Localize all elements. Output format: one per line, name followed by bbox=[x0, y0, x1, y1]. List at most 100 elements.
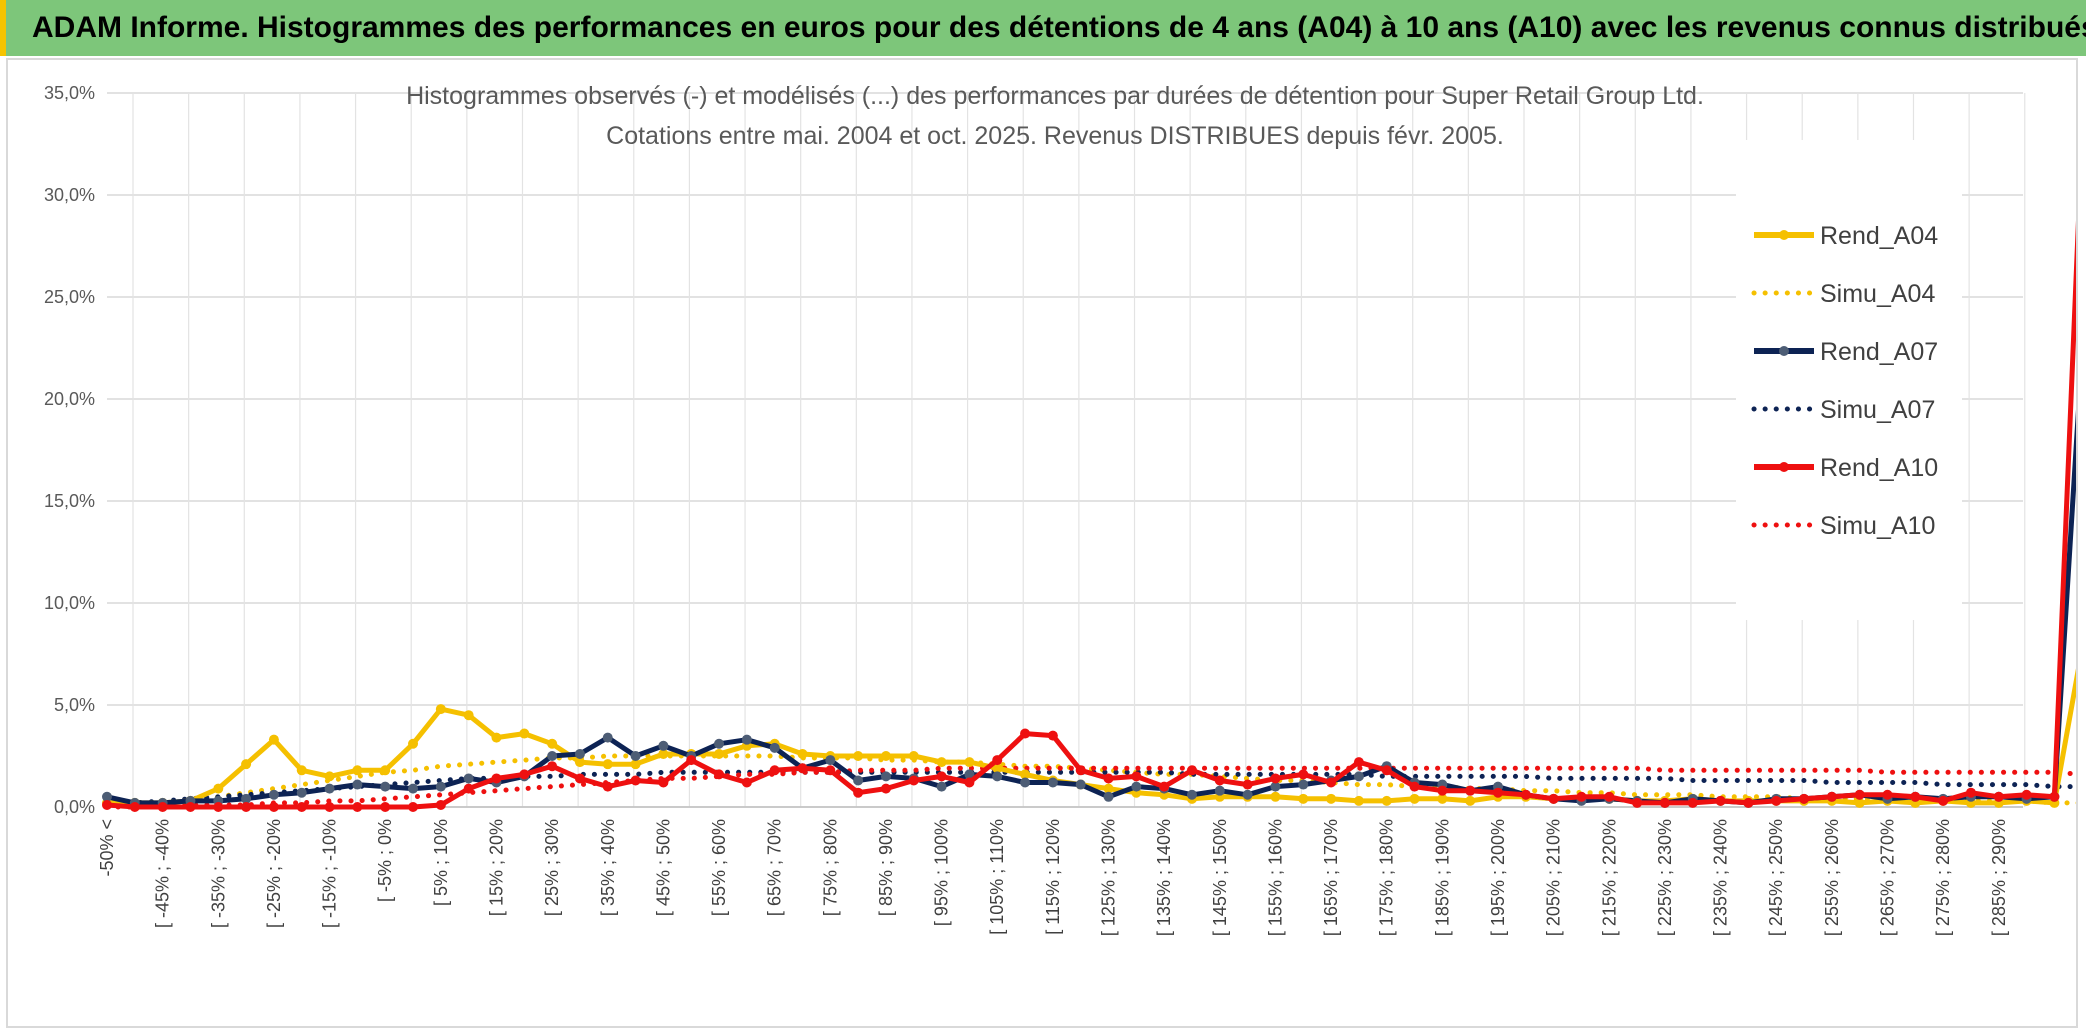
data-point bbox=[1493, 787, 1503, 798]
x-tick-label: [ 105% ; 110% bbox=[987, 819, 1007, 935]
data-point bbox=[908, 775, 919, 786]
legend-item-simu-a07: Simu_A07 bbox=[1751, 396, 1935, 424]
legend-item-rend-a04: Rend_A04 bbox=[1754, 222, 1938, 250]
data-point bbox=[825, 765, 836, 776]
chart-title-line1: Histogrammes observés (-) et modélisés (… bbox=[406, 82, 1704, 110]
data-point bbox=[1353, 757, 1364, 768]
x-tick-label: [ 125% ; 130% bbox=[1099, 819, 1119, 936]
data-point bbox=[463, 773, 474, 784]
data-point bbox=[714, 748, 725, 759]
axis-layer: 0,0% 5,0% 10,0% 15,0% 20,0% 25,0% 30,0% 35,0% -5… bbox=[44, 83, 2023, 936]
data-point bbox=[463, 783, 474, 794]
data-point bbox=[1103, 773, 1114, 784]
x-tick-label: [ 265% ; 270% bbox=[1877, 819, 1897, 936]
data-point bbox=[908, 751, 919, 761]
y-tick-label: 20,0% bbox=[44, 389, 95, 409]
data-point bbox=[408, 783, 419, 794]
x-tick-label: [ -45% ; -40% bbox=[153, 819, 173, 928]
data-point bbox=[1020, 728, 1031, 739]
data-point bbox=[352, 765, 363, 776]
x-tick-label: [ 135% ; 140% bbox=[1154, 819, 1174, 936]
data-point bbox=[1020, 777, 1031, 788]
data-point bbox=[1882, 789, 1893, 800]
data-point bbox=[1743, 797, 1754, 808]
data-point bbox=[296, 802, 307, 812]
data-point bbox=[1131, 781, 1142, 792]
x-tick-label: [ 5% ; 10% bbox=[431, 819, 451, 906]
data-point bbox=[1715, 795, 1726, 806]
data-point bbox=[1993, 791, 2004, 802]
legend-marker bbox=[1779, 230, 1789, 240]
data-point bbox=[741, 777, 752, 788]
data-point bbox=[1103, 791, 1114, 802]
data-point bbox=[1910, 791, 1921, 802]
data-point bbox=[1381, 795, 1392, 806]
data-point bbox=[769, 742, 780, 753]
y-tick-label: 0,0% bbox=[54, 797, 95, 817]
x-tick-label: [ 275% ; 280% bbox=[1933, 819, 1953, 936]
data-point bbox=[1576, 791, 1587, 802]
y-tick-label: 5,0% bbox=[54, 695, 95, 715]
x-tick-label: [ 255% ; 260% bbox=[1822, 819, 1842, 936]
series-layer bbox=[102, 220, 2076, 812]
x-tick-label: [ 15% ; 20% bbox=[486, 819, 506, 916]
data-point bbox=[1465, 785, 1476, 796]
data-point bbox=[380, 765, 391, 776]
data-point bbox=[1103, 783, 1114, 794]
data-point bbox=[1437, 793, 1448, 804]
legend-marker bbox=[1779, 346, 1789, 356]
y-tick-label: 10,0% bbox=[44, 593, 95, 613]
data-point bbox=[519, 769, 530, 780]
data-point bbox=[964, 757, 975, 768]
data-point bbox=[853, 751, 864, 761]
data-point bbox=[1242, 779, 1253, 790]
data-point bbox=[1326, 777, 1337, 788]
data-point bbox=[408, 802, 419, 812]
data-point bbox=[352, 802, 363, 812]
grid-layer bbox=[107, 92, 2026, 808]
x-tick-label: [ 145% ; 150% bbox=[1210, 819, 1230, 936]
y-tick-label: 25,0% bbox=[44, 287, 95, 307]
data-point bbox=[1465, 795, 1476, 806]
x-tick-label: [ 65% ; 70% bbox=[765, 819, 785, 916]
legend-label: Rend_A10 bbox=[1820, 454, 1938, 482]
data-point bbox=[1131, 771, 1142, 782]
data-point bbox=[574, 748, 585, 759]
data-point bbox=[1548, 793, 1559, 804]
data-point bbox=[574, 773, 585, 784]
legend-label: Simu_A04 bbox=[1820, 280, 1935, 308]
data-point bbox=[1353, 795, 1364, 806]
x-tick-label: [ 115% ; 120% bbox=[1043, 819, 1063, 935]
x-tick-label: [ 285% ; 290% bbox=[1989, 819, 2009, 936]
legend-item-rend-a10: Rend_A10 bbox=[1754, 454, 1938, 482]
data-point bbox=[296, 765, 307, 776]
data-point bbox=[936, 771, 947, 782]
legend-marker bbox=[1779, 462, 1789, 472]
series-line bbox=[104, 753, 2076, 808]
data-point bbox=[324, 783, 335, 794]
series-rend-a10 bbox=[102, 220, 2076, 812]
x-tick-label: [ 35% ; 40% bbox=[598, 819, 618, 916]
legend-label: Rend_A04 bbox=[1820, 222, 1938, 250]
data-point bbox=[880, 751, 891, 761]
legend-label: Simu_A10 bbox=[1820, 512, 1935, 540]
x-tick-label: [ -35% ; -30% bbox=[208, 819, 228, 928]
data-point bbox=[547, 751, 558, 761]
y-tick-label: 30,0% bbox=[44, 185, 95, 205]
data-point bbox=[602, 759, 613, 770]
x-tick-label: [ 215% ; 220% bbox=[1599, 819, 1619, 936]
data-point bbox=[1270, 791, 1281, 802]
legend-item-simu-a04: Simu_A04 bbox=[1751, 280, 1935, 308]
x-tick-label: [ 75% ; 80% bbox=[820, 819, 840, 916]
data-point bbox=[1409, 781, 1420, 792]
data-point bbox=[964, 769, 975, 780]
data-point bbox=[1270, 781, 1281, 792]
data-point bbox=[741, 734, 752, 745]
data-point bbox=[268, 734, 279, 745]
chart-frame: 0,0% 5,0% 10,0% 15,0% 20,0% 25,0% 30,0% 35,0% -5… bbox=[6, 58, 2078, 1028]
legend-label: Simu_A07 bbox=[1820, 396, 1935, 424]
data-point bbox=[1326, 793, 1337, 804]
data-point bbox=[880, 783, 891, 794]
data-point bbox=[686, 755, 697, 766]
data-point bbox=[658, 740, 669, 751]
